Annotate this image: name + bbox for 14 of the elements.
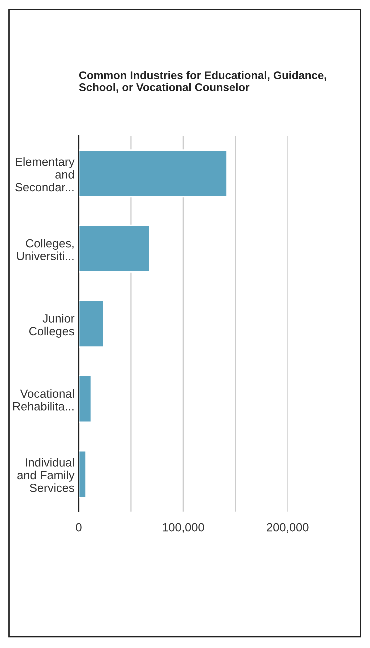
y-tick-label: Junior Colleges	[29, 314, 75, 338]
y-tick-label: Elementary and Secondar...	[16, 158, 75, 192]
bar	[78, 375, 92, 424]
x-tick-label: 100,000	[162, 523, 204, 534]
chart-title: Common Industries for Educational, Guidance, School, or Vocational Counselor	[79, 71, 326, 94]
bar	[78, 450, 87, 498]
y-tick-label: Individual and Family Services	[18, 458, 75, 492]
y-tick-label: Colleges, Universiti...	[17, 239, 74, 260]
x-tick-label: 0	[76, 523, 82, 532]
y-tick-label: Vocational Rehabilita...	[13, 389, 74, 411]
bar	[78, 224, 151, 273]
bar	[78, 300, 105, 348]
bar	[78, 150, 228, 198]
x-tick-label: 200,000	[267, 523, 309, 534]
